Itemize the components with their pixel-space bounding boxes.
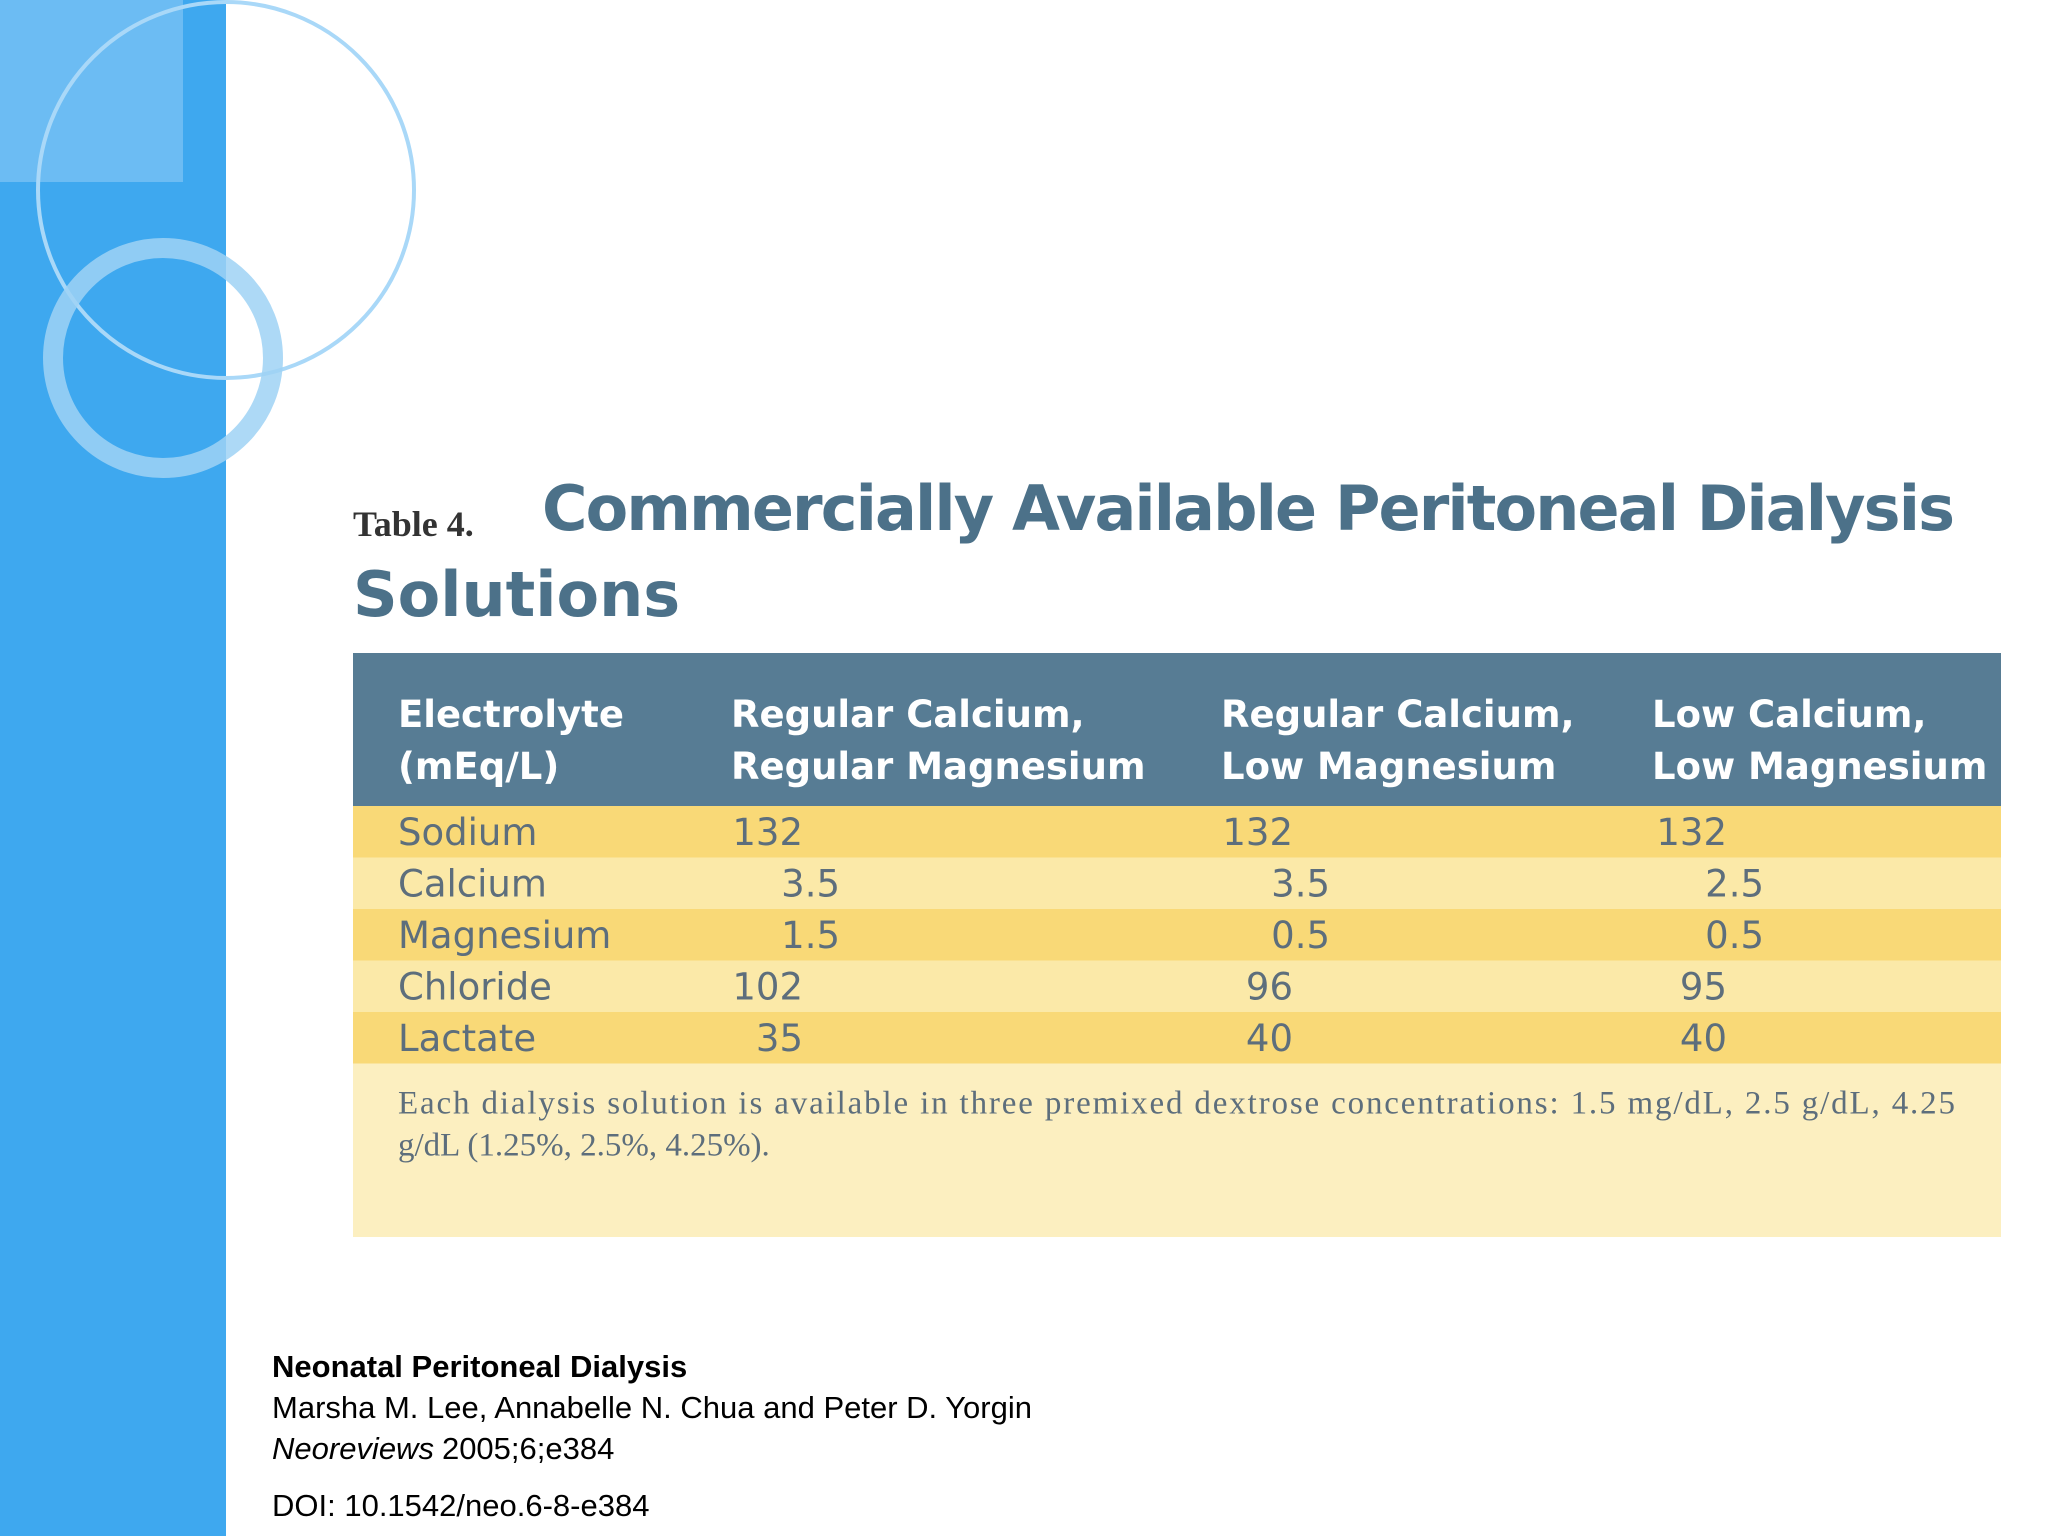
citation-authors: Marsha M. Lee, Annabelle N. Chua and Pet… — [272, 1390, 1032, 1425]
deco-ring — [43, 238, 283, 478]
side-band — [0, 0, 226, 1536]
cell-value: 96 — [1246, 966, 1293, 1009]
cell-value: 2.5 — [1705, 863, 1764, 906]
row-label: Sodium — [398, 811, 537, 854]
header-cell: Low Calcium, — [1652, 693, 1926, 736]
footnote: g/dL (1.25%, 2.5%, 4.25%). — [398, 1128, 770, 1164]
cell-value: 35 — [756, 1017, 803, 1060]
header-cell: Regular Magnesium — [731, 745, 1146, 788]
cell-value: 1.5 — [781, 914, 840, 957]
table-figure: Table 4. Commercially Available Peritonea… — [353, 472, 2001, 1237]
journal-details: 2005;6;e384 — [442, 1431, 614, 1466]
row-label: Calcium — [398, 863, 547, 906]
row-bg — [353, 960, 2001, 1012]
row-label: Chloride — [398, 966, 552, 1009]
header-bg — [353, 653, 2001, 806]
corner-square — [0, 0, 183, 182]
cell-value: 132 — [1222, 811, 1293, 854]
cell-value: 3.5 — [1271, 863, 1330, 906]
cell-value: 0.5 — [1705, 914, 1764, 957]
row-bg — [353, 1012, 2001, 1064]
footnote: Each dialysis solution is available in t… — [398, 1086, 1955, 1122]
citation-title: Neonatal Peritoneal Dialysis — [272, 1349, 687, 1384]
header-cell: Regular Calcium, — [1221, 693, 1575, 736]
citation-doi: DOI: 10.1542/neo.6-8-e384 — [272, 1488, 649, 1523]
cell-value: 95 — [1680, 966, 1727, 1009]
cell-value: 3.5 — [781, 863, 840, 906]
cell-value: 0.5 — [1271, 914, 1330, 957]
header-cell: Low Magnesium — [1652, 745, 1987, 788]
table-label: Table 4. — [353, 504, 474, 544]
cell-value: 40 — [1680, 1017, 1727, 1060]
row-label: Lactate — [398, 1017, 536, 1060]
citation-source: Neoreviews 2005;6;e384 — [272, 1431, 614, 1466]
row-bg — [353, 909, 2001, 961]
row-bg — [353, 857, 2001, 909]
header-cell: (mEq/L) — [398, 745, 559, 788]
cell-value: 132 — [1656, 811, 1727, 854]
table-title: Solutions — [353, 558, 680, 631]
header-cell: Electrolyte — [398, 693, 624, 736]
side-panel — [0, 0, 416, 1536]
cell-value: 102 — [732, 966, 803, 1009]
cell-value: 40 — [1246, 1017, 1293, 1060]
row-bg — [353, 806, 2001, 858]
journal-name: Neoreviews — [272, 1431, 434, 1466]
citation: Neonatal Peritoneal Dialysis Marsha M. Le… — [272, 1349, 1032, 1523]
footnote-bg — [353, 1063, 2001, 1237]
header-cell: Regular Calcium, — [731, 693, 1085, 736]
cell-value: 132 — [732, 811, 803, 854]
row-label: Magnesium — [398, 914, 611, 957]
table-title: Commercially Available Peritoneal Dialys… — [542, 472, 1955, 545]
deco-arc — [36, 0, 416, 380]
header-cell: Low Magnesium — [1221, 745, 1556, 788]
